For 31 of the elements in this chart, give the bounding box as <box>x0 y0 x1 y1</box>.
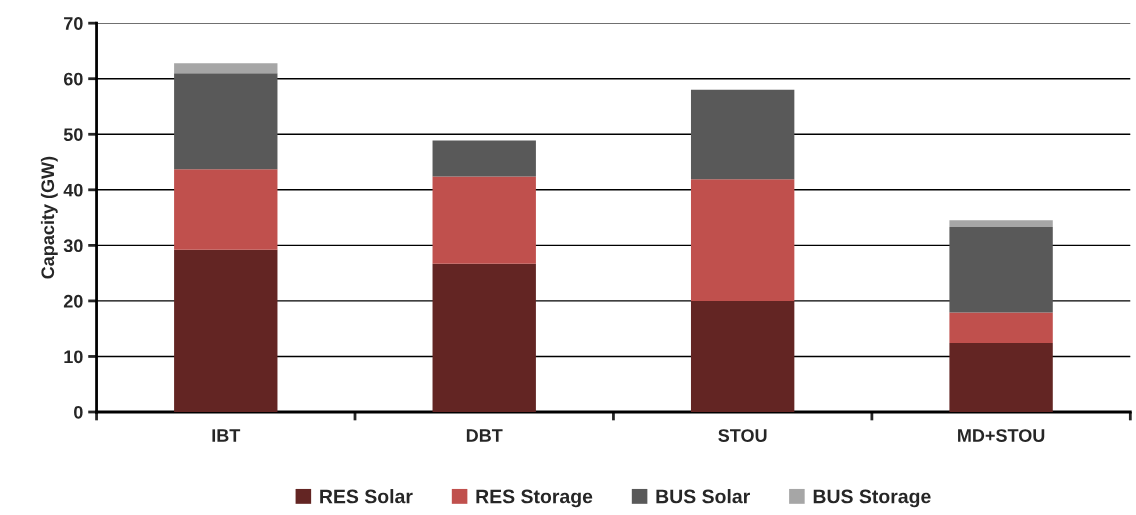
bar <box>949 312 1053 344</box>
legend-label: BUS Solar <box>656 489 750 504</box>
bar <box>432 176 536 264</box>
bar <box>174 63 278 74</box>
y-tick-label: 10 <box>64 350 83 364</box>
y-tick-label: 50 <box>63 128 83 141</box>
bar <box>690 89 795 180</box>
bar <box>432 140 536 177</box>
x-tick-label: MD+STOU <box>958 429 1045 442</box>
x-tick-label: DBT <box>466 429 503 442</box>
y-tick-label: 30 <box>63 239 83 253</box>
y-tick-label: 70 <box>64 17 83 30</box>
y-tick-label: 60 <box>63 72 83 86</box>
y-tick-label: 20 <box>63 294 83 308</box>
legend-label: BUS Storage <box>813 489 931 508</box>
bar <box>949 227 1053 313</box>
x-tick-label: STOU <box>718 429 767 442</box>
legend-label: RES Solar <box>320 489 413 504</box>
y-tick-label: 40 <box>63 183 83 197</box>
legend-label: RES Storage <box>476 489 593 508</box>
bar <box>432 263 536 412</box>
y-tick-label: 0 <box>74 405 83 419</box>
bar <box>174 73 278 170</box>
x-tick-label: IBT <box>212 429 241 442</box>
bar <box>690 179 795 301</box>
bar <box>949 220 1053 228</box>
bar <box>174 169 278 250</box>
bar <box>949 343 1053 412</box>
bar <box>174 249 278 412</box>
y-axis-title: Capacity (GW) <box>40 156 58 279</box>
bar <box>690 300 795 412</box>
